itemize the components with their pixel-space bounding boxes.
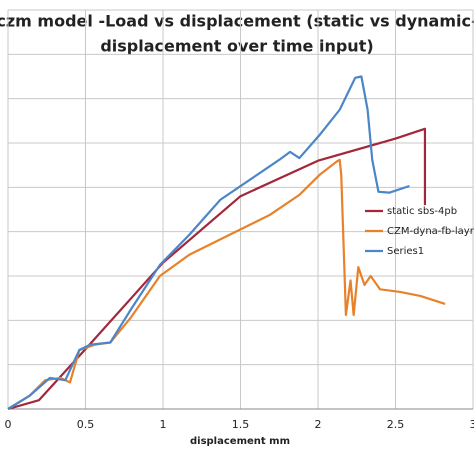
legend-label: CZM-dyna-fb-layr — [387, 226, 474, 237]
x-tick-label: 0.5 — [77, 418, 95, 431]
x-tick-label: 0 — [5, 418, 12, 431]
x-tick-label: 1.5 — [232, 418, 250, 431]
x-tick-label: 2.5 — [387, 418, 405, 431]
x-tick-label: 2 — [315, 418, 322, 431]
x-axis-label: displacement mm — [190, 436, 290, 447]
chart-title: displacement over time input) — [100, 37, 373, 56]
chart-title: czm model -Load vs displacement (static … — [0, 12, 474, 31]
legend-label: static sbs-4pb — [387, 206, 457, 217]
x-tick-label: 1 — [160, 418, 167, 431]
x-tick-label: 3 — [470, 418, 474, 431]
series-line — [7, 158, 446, 410]
series-line — [7, 127, 427, 411]
series-line — [7, 75, 410, 410]
legend-label: Series1 — [387, 246, 424, 257]
